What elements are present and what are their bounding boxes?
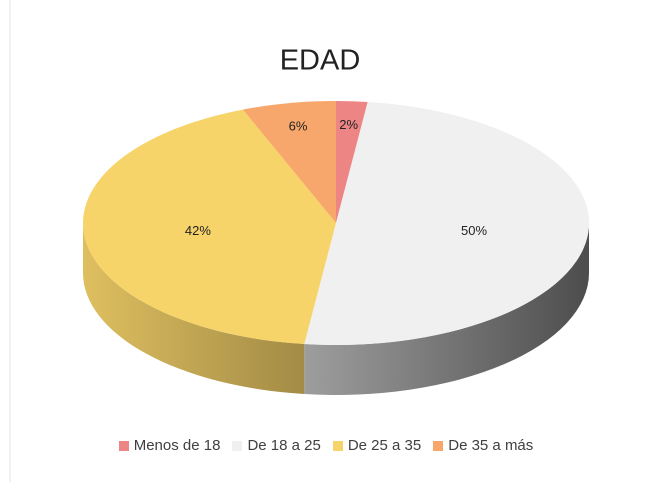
legend-swatch [433, 440, 444, 451]
legend-swatch [232, 440, 243, 451]
data-label: 6% [289, 119, 308, 134]
legend-item: De 35 a más [433, 437, 533, 454]
data-label: 50% [461, 223, 487, 238]
slice [242, 101, 336, 223]
legend: Menos de 18 De 18 a 25 De 25 a 35 De 35 a m… [0, 437, 652, 454]
chart-title: EDAD [280, 45, 361, 77]
data-label: 42% [185, 223, 211, 238]
legend-label: De 35 a más [448, 437, 534, 454]
slice [304, 101, 590, 346]
slice-side-shade [304, 223, 589, 395]
data-label: 2% [339, 117, 358, 132]
legend-swatch [118, 440, 129, 451]
legend-label: De 18 a 25 [247, 437, 321, 454]
legend-item: De 18 a 25 [232, 437, 321, 454]
legend-label: Menos de 18 [133, 437, 221, 454]
slice [336, 101, 368, 223]
legend-label: De 25 a 35 [347, 437, 422, 454]
slice [83, 109, 336, 345]
legend-item: Menos de 18 [118, 437, 221, 454]
slice-side-shade [83, 223, 305, 395]
legend-item: De 25 a 35 [332, 437, 422, 454]
legend-swatch [332, 440, 343, 451]
